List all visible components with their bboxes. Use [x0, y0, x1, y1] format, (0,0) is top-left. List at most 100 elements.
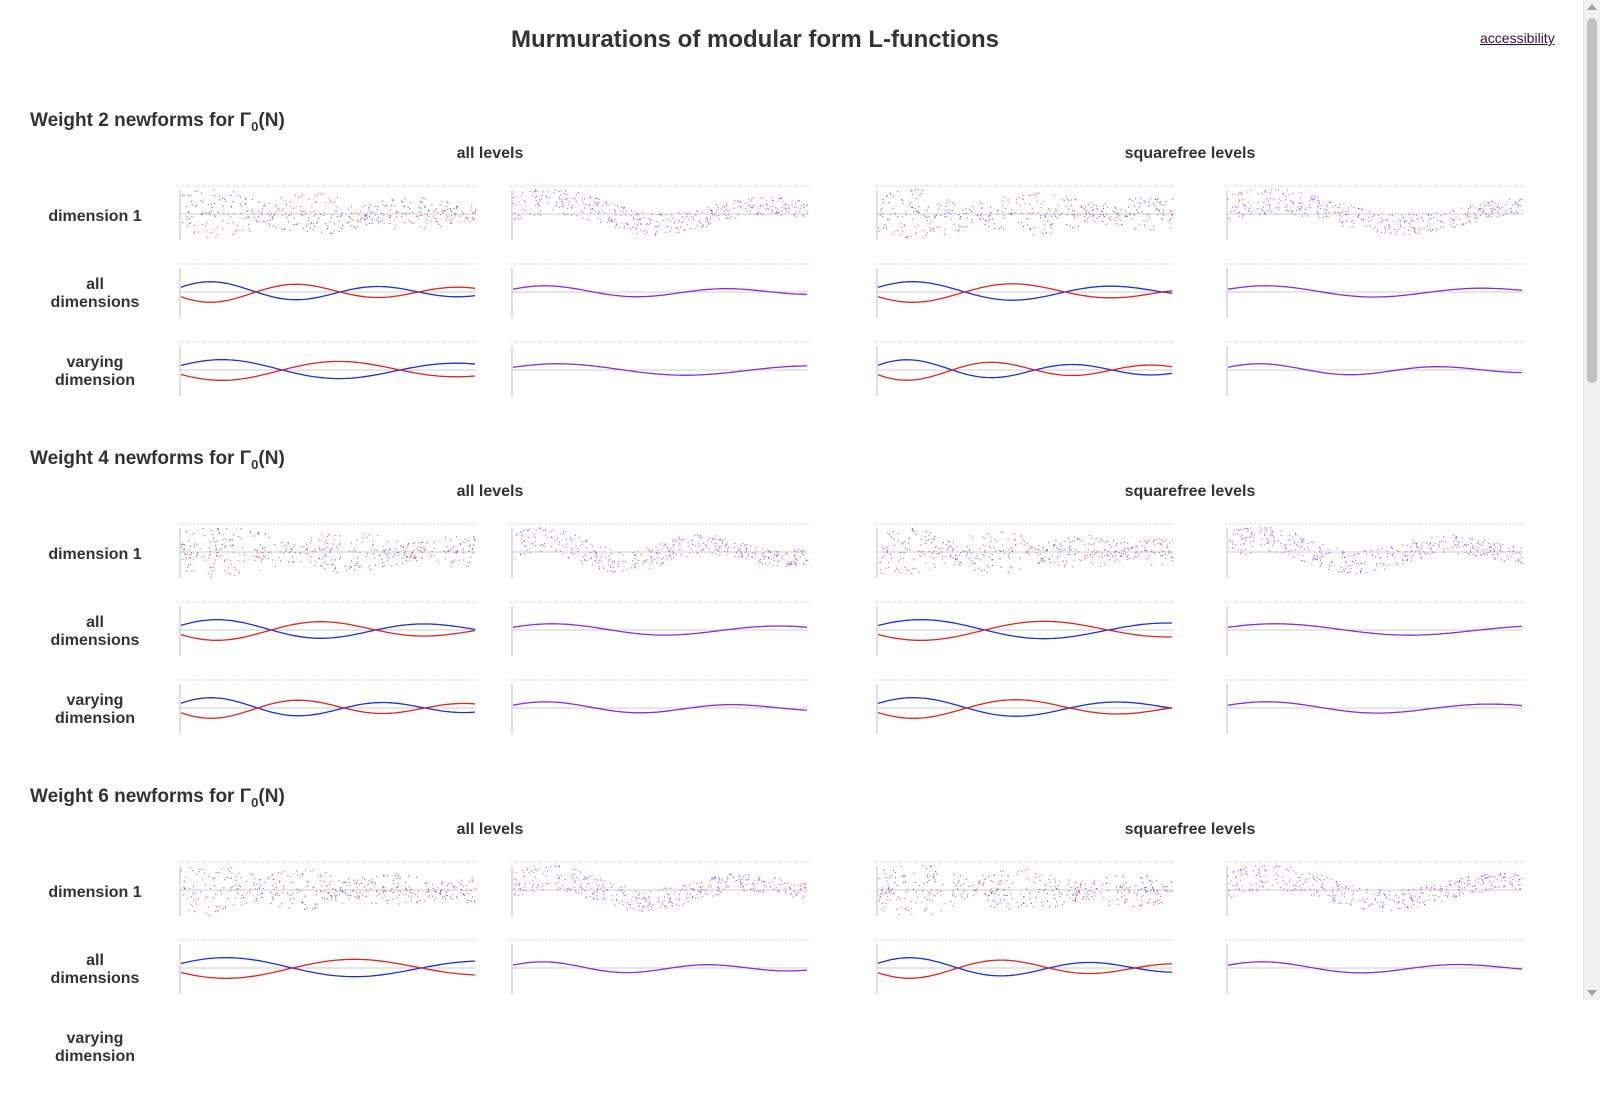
plot-point [1411, 560, 1412, 561]
plot-point [914, 531, 915, 532]
plot-point [754, 880, 755, 881]
murmuration-plot-thumbnail[interactable] [510, 520, 810, 582]
plot-point [193, 559, 194, 560]
plot-point [302, 873, 303, 874]
plot-point [307, 231, 308, 232]
plot-point [1146, 542, 1147, 543]
murmuration-plot-thumbnail[interactable] [178, 520, 478, 582]
murmuration-plot-thumbnail[interactable] [510, 260, 810, 322]
plot-point [1111, 547, 1112, 548]
plot-point [671, 228, 672, 229]
murmuration-plot-thumbnail[interactable] [178, 260, 478, 322]
plot-point [1436, 230, 1437, 231]
plot-point [1410, 218, 1411, 219]
plot-graphic [510, 598, 810, 660]
murmuration-plot-thumbnail[interactable] [1225, 520, 1525, 582]
murmuration-plot-thumbnail[interactable] [875, 338, 1175, 400]
plot-point [1167, 891, 1168, 892]
plot-point [680, 554, 681, 555]
plot-point [350, 225, 351, 226]
plot-point [1440, 220, 1441, 221]
murmuration-plot-thumbnail[interactable] [178, 676, 478, 738]
murmuration-plot-thumbnail[interactable] [178, 858, 478, 920]
plot-point [1484, 206, 1485, 207]
plot-point [183, 894, 184, 895]
murmuration-plot-thumbnail[interactable] [1225, 182, 1525, 244]
plot-point [1475, 215, 1476, 216]
murmuration-plot-thumbnail[interactable] [1225, 858, 1525, 920]
plot-point [803, 215, 804, 216]
plot-point [1312, 885, 1313, 886]
murmuration-plot-thumbnail[interactable] [1225, 598, 1525, 660]
murmuration-plot-thumbnail[interactable] [1225, 676, 1525, 738]
plot-point [426, 223, 427, 224]
murmuration-plot-thumbnail[interactable] [510, 676, 810, 738]
plot-point [675, 539, 676, 540]
plot-point [1130, 213, 1131, 214]
murmuration-plot-thumbnail[interactable] [510, 338, 810, 400]
plot-point [918, 206, 919, 207]
murmuration-plot-thumbnail[interactable] [875, 520, 1175, 582]
plot-point [652, 904, 653, 905]
plot-point [1109, 544, 1110, 545]
murmuration-plot-thumbnail[interactable] [1225, 260, 1525, 322]
plot-point [423, 547, 424, 548]
plot-point [398, 883, 399, 884]
plot-point [1516, 553, 1517, 554]
murmuration-plot-thumbnail[interactable] [1225, 338, 1525, 400]
plot-point [1285, 196, 1286, 197]
plot-point [1057, 557, 1058, 558]
plot-point [622, 561, 623, 562]
plot-point [1096, 888, 1097, 889]
plot-point [664, 896, 665, 897]
murmuration-plot-thumbnail[interactable] [178, 182, 478, 244]
plot-point [1406, 551, 1407, 552]
accessibility-link[interactable]: accessibility [1480, 30, 1555, 46]
plot-point [1521, 210, 1522, 211]
plot-point [651, 909, 652, 910]
plot-point [1162, 550, 1163, 551]
plot-point [290, 898, 291, 899]
plot-point [928, 207, 929, 208]
murmuration-plot-thumbnail[interactable] [178, 338, 478, 400]
plot-point [1074, 215, 1075, 216]
plot-point [1014, 212, 1015, 213]
plot-point [325, 542, 326, 543]
plot-point [557, 889, 558, 890]
plot-point [702, 886, 703, 887]
plot-point [878, 894, 879, 895]
plot-point [253, 214, 254, 215]
plot-point [682, 540, 683, 541]
plot-point [593, 898, 594, 899]
plot-point [422, 552, 423, 553]
plot-point [887, 550, 888, 551]
plot-point [538, 205, 539, 206]
plot-point [360, 211, 361, 212]
plot-point [555, 190, 556, 191]
plot-point [351, 543, 352, 544]
plot-point [686, 886, 687, 887]
plot-point [725, 209, 726, 210]
plot-point [959, 880, 960, 881]
plot-point [548, 883, 549, 884]
plot-point [288, 543, 289, 544]
plot-point [950, 214, 951, 215]
plot-point [1246, 537, 1247, 538]
plot-point [1258, 193, 1259, 194]
plot-point [1102, 221, 1103, 222]
plot-point [679, 539, 680, 540]
murmuration-plot-thumbnail[interactable] [178, 598, 478, 660]
plot-point [524, 553, 525, 554]
murmuration-plot-thumbnail[interactable] [875, 676, 1175, 738]
plot-point [315, 904, 316, 905]
murmuration-plot-thumbnail[interactable] [875, 598, 1175, 660]
murmuration-plot-thumbnail[interactable] [875, 182, 1175, 244]
murmuration-plot-thumbnail[interactable] [510, 182, 810, 244]
plot-point [1352, 893, 1353, 894]
plot-point [279, 880, 280, 881]
plot-point [447, 551, 448, 552]
murmuration-plot-thumbnail[interactable] [875, 260, 1175, 322]
murmuration-plot-thumbnail[interactable] [510, 598, 810, 660]
murmuration-plot-thumbnail[interactable] [875, 858, 1175, 920]
murmuration-plot-thumbnail[interactable] [510, 858, 810, 920]
